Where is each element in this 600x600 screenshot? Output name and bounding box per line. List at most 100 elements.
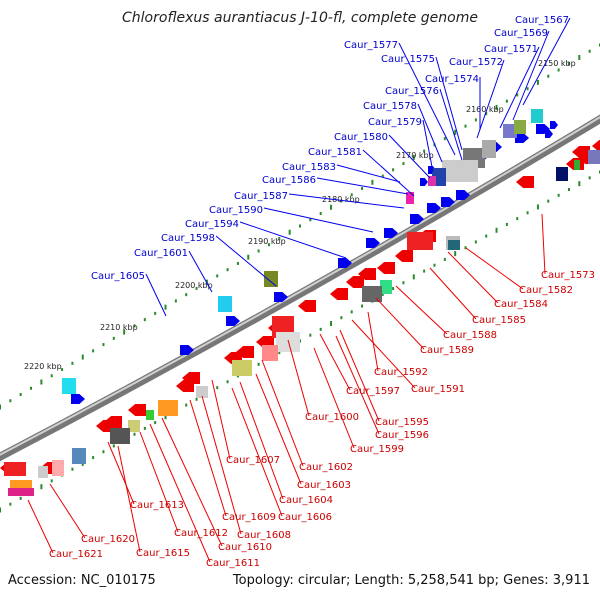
tick-mark [278, 236, 281, 240]
reverse-gene-arrow [395, 250, 413, 262]
reverse-label-leader [447, 251, 499, 304]
reverse-label-leader [107, 441, 135, 505]
reverse-label-leader [375, 297, 425, 350]
tick-mark [30, 386, 33, 390]
reverse-gene-label: Caur_1620 [81, 534, 135, 545]
forward-gene-box [531, 109, 543, 123]
forward-gene-label: Caur_1587 [234, 191, 288, 202]
forward-gene-label: Caur_1583 [282, 162, 336, 173]
forward-gene-label: Caur_1578 [363, 101, 417, 112]
accession-text: Accession: NC_010175 [8, 573, 156, 588]
reverse-gene-label: Caur_1585 [472, 315, 526, 326]
tick-mark [578, 181, 581, 187]
tick-mark [309, 218, 312, 222]
tick-mark [257, 249, 260, 253]
forward-label-leader [499, 46, 540, 129]
reverse-gene-label: Caur_1608 [237, 530, 291, 541]
tick-mark [92, 349, 95, 353]
forward-gene-arrow [274, 292, 288, 302]
tick-mark [71, 467, 74, 471]
tick-mark [433, 263, 436, 267]
forward-label-leader [188, 250, 213, 293]
tick-mark [9, 502, 12, 506]
tick-mark [61, 368, 64, 372]
tick-mark [133, 324, 136, 328]
tick-mark [505, 222, 508, 226]
tick-mark [143, 426, 146, 430]
scale-ticks [0, 43, 600, 513]
tick-mark [567, 62, 570, 66]
tick-mark [40, 379, 43, 385]
kbp-label: 2170 kbp [396, 151, 434, 160]
reverse-gene-arrow [298, 300, 316, 312]
backbone-line [0, 114, 600, 462]
forward-gene-box [218, 296, 232, 312]
tick-mark [547, 199, 550, 203]
tick-mark [319, 327, 322, 331]
reverse-gene-arrow [96, 420, 114, 432]
tick-mark [299, 224, 301, 228]
tick-mark [402, 281, 405, 285]
tick-mark [464, 246, 467, 250]
tick-mark [454, 251, 457, 257]
tick-mark [50, 374, 53, 378]
forward-gene-label: Caur_1586 [262, 175, 316, 186]
tick-mark [381, 292, 384, 296]
forward-gene-arrow [180, 345, 194, 355]
reverse-gene-label: Caur_1597 [346, 386, 400, 397]
kbp-labels: 2150 kbp 2160 kbp 2170 kbp 2180 kbp 2190 kbp… [24, 59, 576, 371]
forward-gene-label: Caur_1581 [308, 147, 362, 158]
tick-mark [350, 193, 353, 197]
tick-mark [464, 124, 467, 128]
tick-mark [50, 479, 53, 483]
genome-summary: Topology: circular; Length: 5,258,541 bp… [232, 573, 590, 588]
reverse-gene-box [380, 280, 392, 294]
tick-mark [516, 217, 519, 221]
reverse-gene-label: Caur_1600 [305, 412, 359, 423]
reverse-label-leader [367, 311, 379, 372]
reverse-gene-label: Caur_1606 [278, 512, 332, 523]
tick-mark [0, 404, 1, 410]
reverse-label-leader [139, 431, 179, 533]
forward-gene-arrow [456, 190, 470, 200]
tick-mark [557, 193, 560, 197]
tick-mark [485, 112, 488, 116]
tick-mark [9, 399, 12, 403]
tick-mark [278, 351, 281, 355]
reverse-gene-label: Caur_1610 [218, 542, 272, 553]
forward-label-leader [439, 88, 463, 161]
reverse-label-leader [161, 417, 223, 547]
forward-label-leader [422, 119, 434, 173]
forward-label-leader [417, 103, 443, 163]
tick-mark [164, 414, 167, 420]
tick-mark [0, 507, 1, 513]
tick-mark [19, 393, 22, 397]
reverse-label-leader [255, 373, 302, 485]
forward-gene-box [62, 378, 76, 394]
reverse-gene-arrow [592, 140, 600, 152]
reverse-gene-label: Caur_1584 [494, 299, 548, 310]
reverse-gene-box [38, 466, 48, 478]
forward-label-leader [336, 164, 401, 183]
forward-gene-arrow [441, 197, 455, 207]
tick-mark [102, 343, 105, 347]
forward-gene-label: Caur_1576 [385, 86, 439, 97]
tick-mark [454, 129, 457, 135]
reverse-gene-label: Caur_1611 [206, 558, 260, 569]
tick-mark [123, 329, 126, 335]
reverse-label-leader [49, 483, 86, 539]
forward-gene-arrow [515, 133, 529, 143]
forward-label-leader [435, 56, 463, 151]
forward-gene-arrow [226, 316, 240, 326]
kbp-label: 2150 kbp [538, 59, 576, 68]
forward-gene-box [442, 160, 478, 182]
forward-gene-arrow [366, 238, 380, 248]
tick-mark [474, 118, 477, 122]
map-title: Chloroflexus aurantiacus J-10-fl, comple… [122, 10, 478, 26]
reverse-gene-label: Caur_1607 [226, 455, 280, 466]
tick-mark [288, 229, 291, 235]
tick-mark [567, 187, 570, 191]
tick-mark [443, 137, 446, 141]
forward-gene-box [482, 140, 496, 158]
tick-mark [443, 257, 446, 261]
